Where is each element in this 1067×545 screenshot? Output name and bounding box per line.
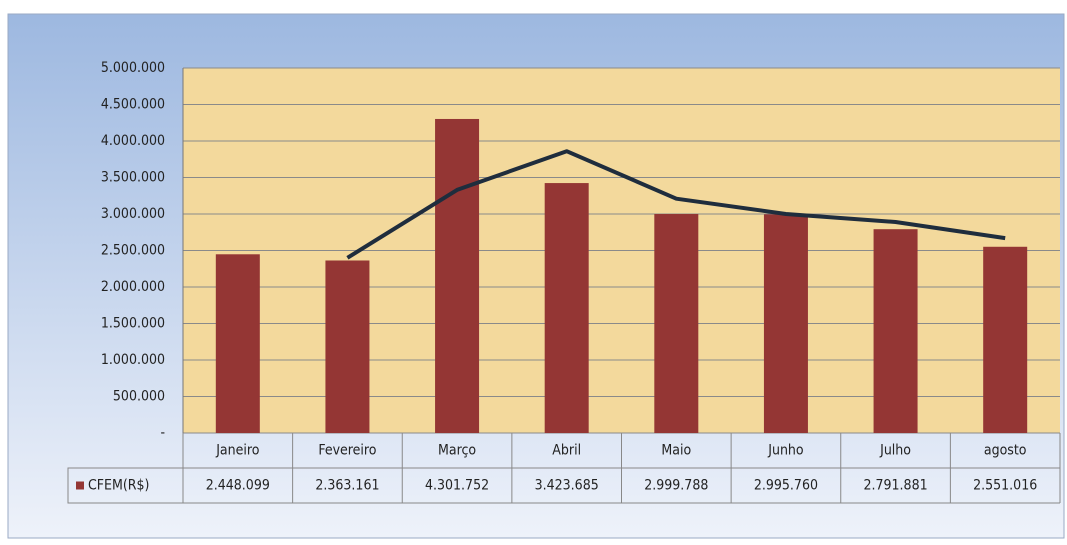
y-tick-label: 3.000.000	[101, 206, 165, 222]
table-value: 2.448.099	[206, 478, 270, 494]
bar	[983, 246, 1028, 433]
table-value: 2.791.881	[864, 478, 928, 494]
table-value: 4.301.752	[425, 478, 489, 494]
y-tick-label: 1.500.000	[101, 316, 165, 332]
table-value: 3.423.685	[535, 478, 599, 494]
y-tick-label: 500.000	[113, 389, 165, 405]
legend-marker	[76, 481, 84, 490]
x-tick-label: Julho	[879, 443, 911, 459]
table-value: 2.999.788	[644, 478, 708, 494]
bar	[873, 229, 918, 433]
bar	[654, 214, 699, 433]
y-tick-label: 4.000.000	[101, 133, 165, 149]
x-tick-label: agosto	[984, 443, 1027, 459]
legend-label: CFEM(R$)	[88, 478, 149, 494]
y-tick-label: 1.000.000	[101, 352, 165, 368]
x-tick-label: Abril	[552, 443, 581, 459]
bar	[435, 118, 480, 433]
trend-line	[346, 149, 1006, 260]
y-tick-label: -	[160, 425, 165, 441]
x-tick-label: Março	[438, 443, 476, 459]
y-tick-label: 2.000.000	[101, 279, 165, 295]
table-value: 2.363.161	[315, 478, 379, 494]
y-tick-label: 4.500.000	[101, 97, 165, 113]
bar	[544, 183, 589, 433]
bar	[763, 214, 808, 433]
bar	[215, 254, 260, 433]
x-tick-label: Janeiro	[215, 443, 260, 459]
table-value: 2.551.016	[973, 478, 1037, 494]
y-tick-label: 3.500.000	[101, 170, 165, 186]
table-value: 2.995.760	[754, 478, 818, 494]
bar	[325, 260, 370, 433]
y-tick-label: 2.500.000	[101, 243, 165, 259]
x-tick-label: Maio	[661, 443, 691, 459]
x-tick-label: Junho	[767, 443, 804, 459]
x-tick-label: Fevereiro	[318, 443, 376, 459]
y-tick-label: 5.000.000	[101, 60, 165, 76]
